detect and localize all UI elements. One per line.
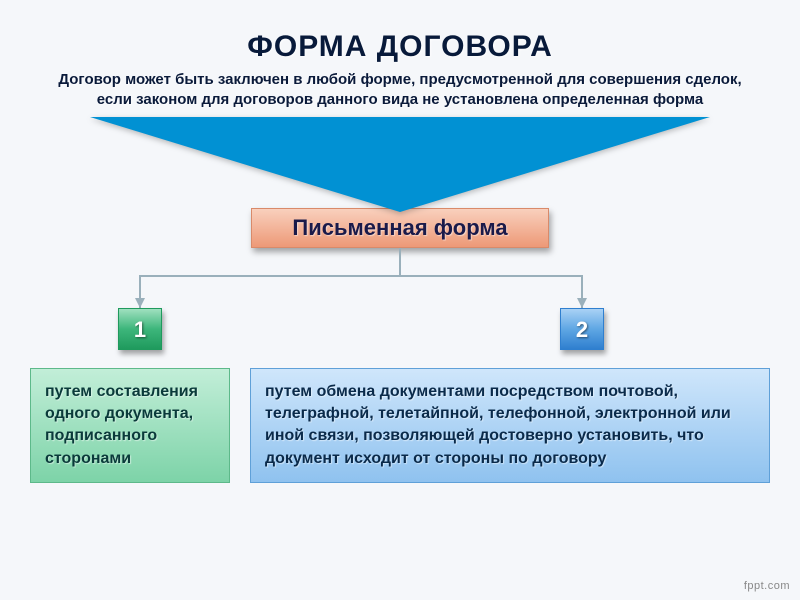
central-box-wrap: Письменная форма xyxy=(0,208,800,248)
connector-svg xyxy=(0,248,800,308)
triangle-shape xyxy=(0,117,800,212)
branch-text-2: путем обмена документами посредством поч… xyxy=(250,368,770,484)
watermark: fppt.com xyxy=(744,580,790,592)
down-triangle-icon xyxy=(90,117,710,212)
number-boxes-row: 1 2 xyxy=(0,308,800,358)
central-box: Письменная форма xyxy=(251,208,548,248)
main-title: ФОРМА ДОГОВОРА xyxy=(0,30,800,64)
slide-container: ФОРМА ДОГОВОРА Договор может быть заключ… xyxy=(0,0,800,600)
connector-lines xyxy=(0,248,800,308)
branch-text-1: путем составления одного документа, подп… xyxy=(30,368,230,484)
branch-number-1: 1 xyxy=(118,308,162,350)
subtitle: Договор может быть заключен в любой форм… xyxy=(40,70,760,111)
branch-number-2: 2 xyxy=(560,308,604,350)
